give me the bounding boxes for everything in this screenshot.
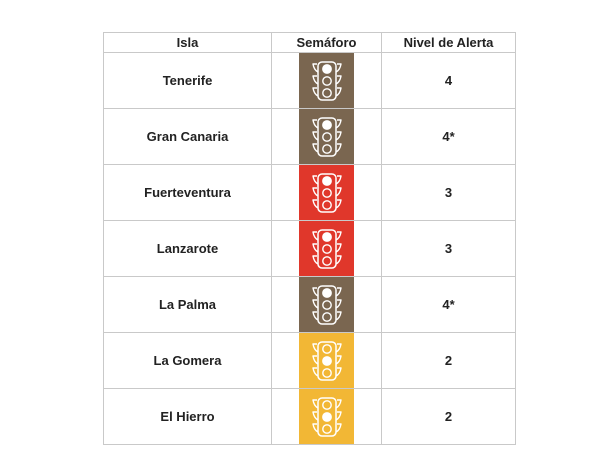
table-row: Tenerife 4 [103, 52, 516, 109]
alert-level: 4 [381, 52, 516, 109]
semaforo-cell [271, 164, 382, 221]
alert-level: 4* [381, 276, 516, 333]
island-name: Tenerife [103, 52, 272, 109]
traffic-light-icon [299, 109, 354, 164]
alert-level: 2 [381, 332, 516, 389]
traffic-light-icon [299, 333, 354, 388]
semaforo-cell [271, 388, 382, 445]
semaforo-cell [271, 332, 382, 389]
traffic-light-icon [299, 165, 354, 220]
alert-level: 2 [381, 388, 516, 445]
table-row: La Palma 4* [103, 276, 516, 333]
alert-level: 4* [381, 108, 516, 165]
island-name: La Gomera [103, 332, 272, 389]
table-row: Lanzarote 3 [103, 220, 516, 277]
table-row: Gran Canaria 4* [103, 108, 516, 165]
alert-level: 3 [381, 220, 516, 277]
table-row: El Hierro 2 [103, 388, 516, 445]
semaforo-cell [271, 220, 382, 277]
traffic-light-icon [299, 53, 354, 108]
semaforo-cell [271, 52, 382, 109]
table-row: La Gomera 2 [103, 332, 516, 389]
island-name: El Hierro [103, 388, 272, 445]
alert-level: 3 [381, 164, 516, 221]
alert-table-container: Isla Semáforo Nivel de Alerta Tenerife 4… [103, 32, 516, 445]
island-name: La Palma [103, 276, 272, 333]
traffic-light-icon [299, 389, 354, 444]
island-name: Lanzarote [103, 220, 272, 277]
semaforo-cell [271, 276, 382, 333]
traffic-light-icon [299, 221, 354, 276]
table-header-row: Isla Semáforo Nivel de Alerta [103, 32, 516, 53]
header-isla: Isla [103, 32, 272, 53]
semaforo-cell [271, 108, 382, 165]
header-semaforo: Semáforo [271, 32, 382, 53]
island-name: Fuerteventura [103, 164, 272, 221]
traffic-light-icon [299, 277, 354, 332]
island-name: Gran Canaria [103, 108, 272, 165]
header-nivel-de-alerta: Nivel de Alerta [381, 32, 516, 53]
table-row: Fuerteventura 3 [103, 164, 516, 221]
alert-levels-table: Isla Semáforo Nivel de Alerta Tenerife 4… [103, 32, 516, 445]
